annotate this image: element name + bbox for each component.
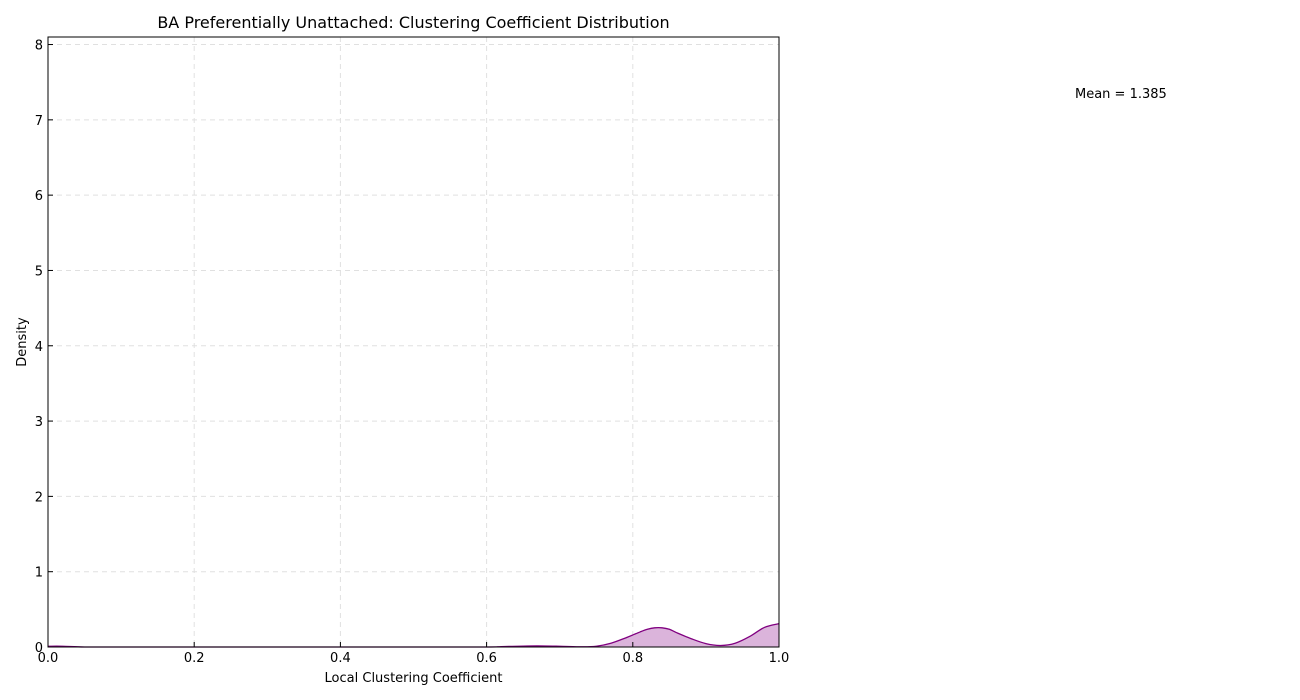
y-tick-label: 7 [35, 114, 43, 129]
density-fill-area [48, 623, 779, 647]
mean-annotation: Mean = 1.385 [1075, 87, 1167, 102]
y-tick-label: 5 [35, 264, 43, 279]
y-tick-label: 1 [35, 566, 43, 581]
plot-frame [47, 36, 780, 648]
x-tick-label: 0.4 [330, 651, 351, 666]
x-tick-label: 0.2 [184, 651, 205, 666]
y-tick-label: 8 [35, 39, 43, 54]
grid [48, 37, 779, 647]
x-tick-label: 0.0 [38, 651, 59, 666]
chart-title: BA Preferentially Unattached: Clustering… [157, 13, 669, 32]
y-tick-label: 3 [35, 415, 43, 430]
x-tick-label: 0.6 [476, 651, 497, 666]
x-tick-label: 1.0 [769, 651, 790, 666]
x-axis-label: Local Clustering Coefficient [325, 671, 503, 686]
y-axis-label: Density [15, 317, 30, 367]
y-tick-label: 2 [35, 490, 43, 505]
ticks: 0.0 0.2 0.4 0.6 0.8 1.0 0 1 2 3 4 5 6 7 8 [35, 39, 790, 666]
y-tick-label: 0 [35, 641, 43, 656]
x-tick-label: 0.8 [622, 651, 643, 666]
y-tick-label: 4 [35, 340, 43, 355]
y-tick-label: 6 [35, 189, 43, 204]
